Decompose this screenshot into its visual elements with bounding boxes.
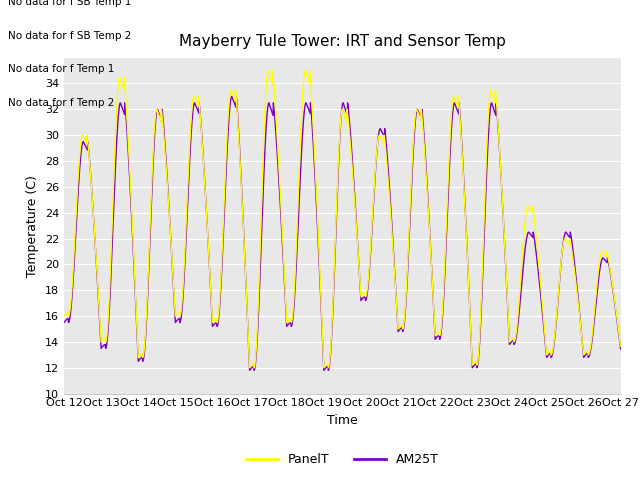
AM25T	[332, 247, 339, 253]
Line: AM25T: AM25T	[64, 96, 621, 371]
PanelT	[540, 321, 548, 327]
AM25T	[527, 231, 534, 237]
Line: PanelT: PanelT	[64, 71, 621, 368]
PanelT	[60, 313, 68, 319]
Text: No data for f Temp 1: No data for f Temp 1	[8, 64, 115, 74]
AM25T	[246, 368, 253, 373]
Legend: PanelT, AM25T: PanelT, AM25T	[241, 448, 444, 471]
AM25T	[462, 220, 470, 226]
PanelT	[246, 365, 253, 371]
Y-axis label: Temperature (C): Temperature (C)	[26, 175, 39, 276]
X-axis label: Time: Time	[327, 414, 358, 427]
PanelT	[332, 239, 339, 245]
Text: No data for f SB Temp 1: No data for f SB Temp 1	[8, 0, 132, 7]
PanelT	[462, 223, 470, 228]
PanelT	[540, 312, 547, 318]
PanelT	[617, 344, 625, 349]
AM25T	[378, 128, 385, 133]
PanelT	[264, 68, 272, 73]
AM25T	[617, 346, 625, 352]
PanelT	[527, 207, 534, 213]
AM25T	[228, 94, 236, 99]
Text: No data for f SB Temp 2: No data for f SB Temp 2	[8, 31, 132, 41]
AM25T	[540, 327, 548, 333]
AM25T	[540, 319, 547, 325]
Text: No data for f Temp 2: No data for f Temp 2	[8, 98, 115, 108]
PanelT	[378, 135, 385, 141]
AM25T	[60, 320, 68, 325]
Title: Mayberry Tule Tower: IRT and Sensor Temp: Mayberry Tule Tower: IRT and Sensor Temp	[179, 35, 506, 49]
